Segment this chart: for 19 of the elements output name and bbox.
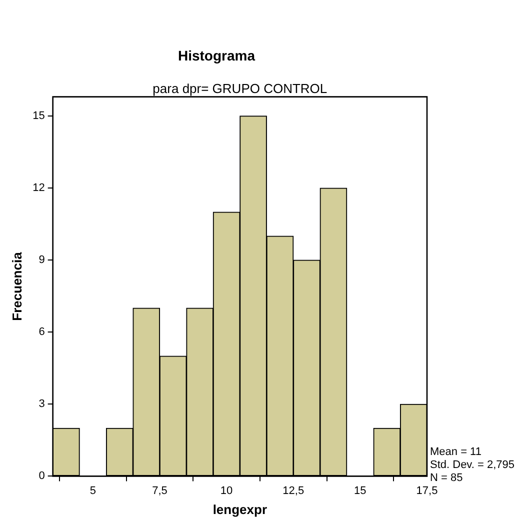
x-axis-title: lengexpr	[212, 502, 268, 517]
y-tick-label: 12	[32, 182, 45, 194]
text: Std. Dev. = 2,795	[430, 459, 514, 472]
y-axis-title: Frecuencia	[9, 251, 24, 321]
x-tick-label: 10	[220, 484, 233, 497]
y-tick-label: 9	[38, 254, 45, 266]
chart-subtitle: para dpr= GRUPO CONTROL	[152, 80, 328, 96]
text: N = 85	[430, 472, 463, 484]
chart-title: Histograma	[178, 47, 256, 64]
x-tick-label: 15	[354, 484, 366, 497]
x-tick-label: 7,5	[152, 484, 168, 497]
text: Mean = 11	[430, 446, 482, 458]
x-tick-label: 5	[90, 484, 96, 497]
x-tick-label: 17,5	[416, 484, 438, 497]
y-tick-label: 6	[38, 326, 45, 338]
x-tick-label: 12,5	[282, 484, 304, 497]
y-tick-label: 3	[38, 398, 45, 410]
y-tick-label: 15	[32, 110, 45, 122]
y-tick-label: 0	[38, 470, 45, 482]
